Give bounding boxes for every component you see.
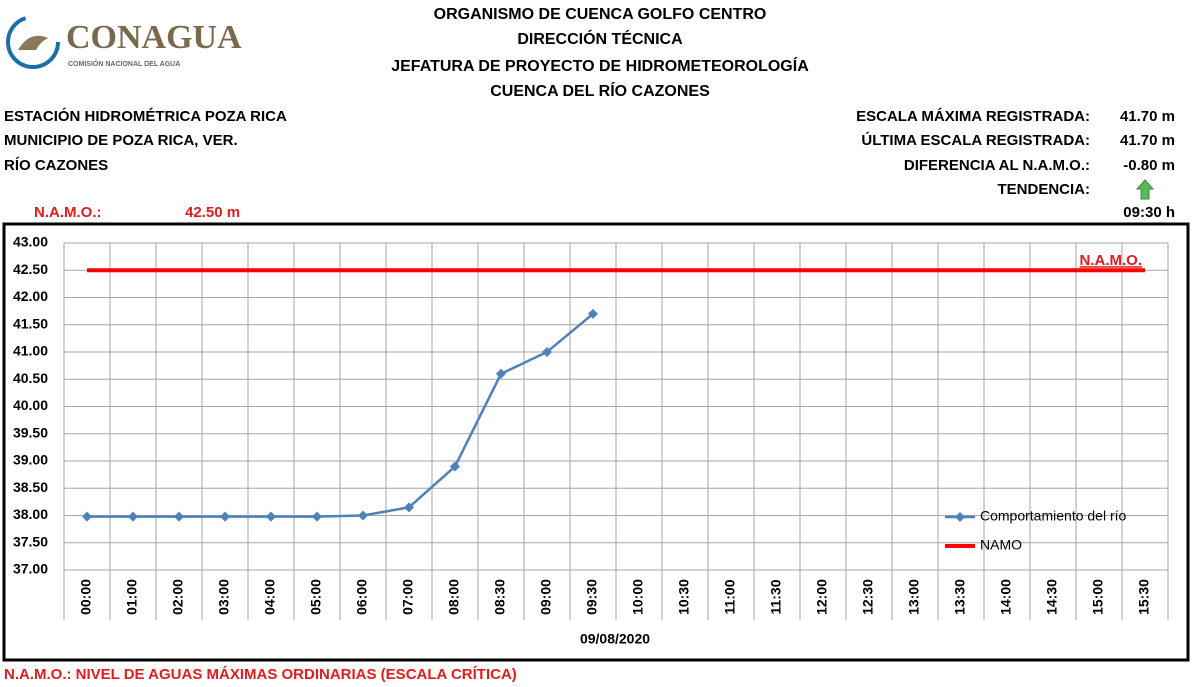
x-tick-label: 15:30 [1136, 579, 1152, 615]
station-line: ESTACIÓN HIDROMÉTRICA POZA RICA [4, 107, 287, 125]
x-tick-label: 03:00 [216, 579, 232, 615]
data-point [542, 347, 552, 357]
header-line: ORGANISMO DE CUENCA GOLFO CENTRO [434, 6, 767, 23]
y-tick-label: 41.00 [13, 343, 48, 359]
summary-label: DIFERENCIA AL N.A.M.O.: [904, 157, 1090, 174]
data-point [266, 511, 276, 522]
data-point [496, 368, 506, 379]
plot: 37.00 37.50 38.00 38.50 39.00 39.50 40.00 40.50… [13, 234, 1169, 620]
station-line: RÍO CAZONES [4, 157, 108, 174]
logo: CONAGUA COMISIÓN NACIONAL DEL AGUA [6, 15, 242, 69]
x-tick-label: 01:00 [124, 579, 140, 615]
station-line: MUNICIPIO DE POZA RICA, VER. [4, 132, 238, 149]
summary-label: TENDENCIA: [998, 181, 1091, 198]
x-tick-label: 10:30 [676, 579, 692, 615]
data-point [588, 308, 598, 319]
header-line: DIRECCIÓN TÉCNICA [517, 29, 683, 48]
logo-name: CONAGUA [66, 19, 242, 56]
footer: N.A.M.O.: NIVEL DE AGUAS MÁXIMAS ORDINAR… [4, 666, 517, 683]
data-point [82, 511, 92, 522]
y-tick-label: 43.00 [13, 234, 48, 250]
x-tick-label: 09:30 [584, 579, 600, 615]
summary-value: 41.70 m [1120, 108, 1175, 125]
time: 09:30 h [1123, 204, 1175, 221]
summary-value: -0.80 m [1123, 157, 1175, 174]
x-tick-label: 06:00 [354, 579, 370, 615]
x-tick-label: 07:00 [400, 579, 416, 615]
y-tick-label: 40.00 [13, 397, 48, 413]
annotation: N.A.M.O. [1080, 252, 1143, 269]
data-point [358, 510, 368, 521]
y-tick-label: 41.50 [13, 315, 48, 331]
x-axis-label: 09/08/2020 [580, 631, 650, 647]
x-tick-label: 05:00 [308, 579, 324, 615]
summary-label: ÚLTIMA ESCALA REGISTRADA: [861, 131, 1090, 149]
y-tick-label: 38.50 [13, 479, 48, 495]
header-line: JEFATURA DE PROYECTO DE HIDROMETEOROLOGÍ… [391, 56, 809, 75]
y-tick-label: 37.00 [13, 561, 48, 577]
logo-bird [18, 35, 48, 50]
namo-value: 42.50 m [185, 204, 240, 221]
x-tick-label: 12:30 [860, 579, 876, 615]
x-tick-label: 09:00 [538, 579, 554, 615]
series-line [87, 312, 594, 518]
header-line: CUENCA DEL RÍO CAZONES [490, 81, 710, 100]
x-tick-label: 08:00 [446, 579, 462, 615]
legend-label: Comportamiento del río [980, 508, 1127, 524]
legend-marker [955, 512, 965, 522]
x-tick-label: 10:00 [630, 579, 646, 615]
x-tick-label: 15:00 [1090, 579, 1106, 615]
data-point [312, 511, 322, 522]
chart-frame [2, 222, 1190, 662]
data-point [220, 511, 230, 522]
y-tick-label: 38.00 [13, 506, 48, 522]
legend-label: NAMO [980, 537, 1022, 553]
y-tick-label: 42.50 [13, 261, 48, 277]
x-tick-label: 14:00 [998, 579, 1014, 615]
summary-label: ESCALA MÁXIMA REGISTRADA: [856, 108, 1090, 125]
namo-label: N.A.M.O.: [34, 204, 102, 221]
y-tick-label: 39.50 [13, 424, 48, 440]
x-tick-label: 02:00 [170, 579, 186, 615]
logo-subtitle: COMISIÓN NACIONAL DEL AGUA [68, 59, 180, 68]
x-tick-label: 08:30 [492, 579, 508, 615]
data-point [174, 511, 184, 522]
y-tick-label: 39.00 [13, 452, 48, 468]
x-tick-label: 11:30 [768, 579, 784, 614]
data-point [128, 511, 138, 522]
y-tick-label: 40.50 [13, 370, 48, 386]
y-tick-label: 42.00 [13, 288, 48, 304]
logo-ring [6, 15, 60, 69]
data-point [450, 461, 460, 472]
x-tick-label: 00:00 [78, 579, 94, 615]
summary-value: 41.70 m [1120, 132, 1175, 149]
trend-arrow [1135, 179, 1155, 200]
x-tick-label: 13:30 [952, 579, 968, 615]
x-tick-label: 11:00 [722, 579, 738, 614]
x-tick-label: 12:00 [814, 579, 830, 615]
x-tick-label: 13:00 [906, 579, 922, 615]
x-tick-label: 04:00 [262, 579, 278, 615]
x-tick-label: 14:30 [1044, 579, 1060, 615]
data-point [404, 502, 414, 513]
y-tick-label: 37.50 [13, 533, 48, 549]
